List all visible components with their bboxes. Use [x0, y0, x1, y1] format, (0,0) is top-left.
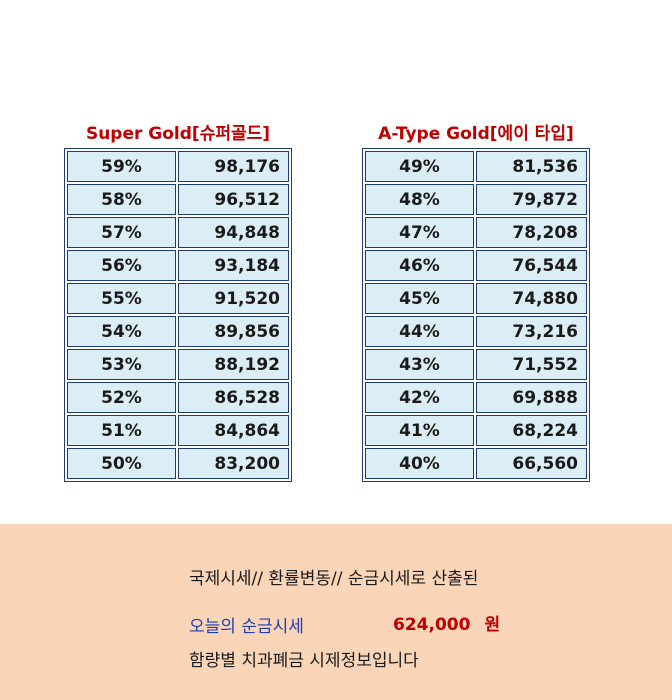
table-row: 47% 78,208 [364, 216, 588, 249]
price-value-cell: 76,544 [475, 250, 587, 281]
price-value-cell: 96,512 [177, 184, 289, 215]
price-value-cell: 93,184 [177, 250, 289, 281]
purity-percent-cell: 40% [365, 448, 474, 479]
purity-percent-cell: 59% [67, 151, 176, 182]
table-row: 40% 66,560 [364, 447, 588, 480]
price-value-cell: 78,208 [475, 217, 587, 248]
price-value-cell: 83,200 [177, 448, 289, 479]
price-value-cell: 79,872 [475, 184, 587, 215]
purity-percent-cell: 44% [365, 316, 474, 347]
table-row: 43% 71,552 [364, 348, 588, 381]
table-row: 45% 74,880 [364, 282, 588, 315]
price-value-cell: 88,192 [177, 349, 289, 380]
price-value-cell: 69,888 [475, 382, 587, 413]
table-row: 59% 98,176 [66, 150, 290, 183]
purity-percent-cell: 52% [67, 382, 176, 413]
price-value-cell: 73,216 [475, 316, 587, 347]
price-unit: 원 [484, 615, 501, 635]
today-gold-price-label: 오늘의 순금시세 [189, 617, 304, 637]
purity-percent-cell: 50% [67, 448, 176, 479]
price-value-cell: 86,528 [177, 382, 289, 413]
price-grid: 59% 98,176 58% 96,512 57% 94,848 56% 93,184 55% 9… [64, 148, 292, 482]
today-gold-price: 624,000 원 [393, 610, 500, 635]
purity-percent-cell: 45% [365, 283, 474, 314]
table-row: 56% 93,184 [66, 249, 290, 282]
super-gold-table: Super Gold[슈퍼골드] 59% 98,176 58% 96,512 57% 94… [64, 120, 292, 482]
table-row: 54% 89,856 [66, 315, 290, 348]
table-title: A-Type Gold[에이 타입] [378, 124, 574, 144]
purity-percent-cell: 51% [67, 415, 176, 446]
price-value-cell: 81,536 [475, 151, 587, 182]
purity-percent-cell: 57% [67, 217, 176, 248]
price-value-cell: 94,848 [177, 217, 289, 248]
table-row: 53% 88,192 [66, 348, 290, 381]
purity-percent-cell: 58% [67, 184, 176, 215]
table-row: 55% 91,520 [66, 282, 290, 315]
price-value-cell: 98,176 [177, 151, 289, 182]
price-value-cell: 89,856 [177, 316, 289, 347]
footer-line-note: 함량별 치과폐금 시제정보입니다 [189, 651, 419, 671]
purity-percent-cell: 47% [365, 217, 474, 248]
price-value-cell: 84,864 [177, 415, 289, 446]
purity-percent-cell: 53% [67, 349, 176, 380]
price-value-cell: 74,880 [475, 283, 587, 314]
price-value-cell: 91,520 [177, 283, 289, 314]
table-row: 44% 73,216 [364, 315, 588, 348]
purity-percent-cell: 43% [365, 349, 474, 380]
purity-percent-cell: 46% [365, 250, 474, 281]
price-value-cell: 71,552 [475, 349, 587, 380]
table-row: 51% 84,864 [66, 414, 290, 447]
purity-percent-cell: 41% [365, 415, 474, 446]
table-row: 41% 68,224 [364, 414, 588, 447]
purity-percent-cell: 49% [365, 151, 474, 182]
table-row: 46% 76,544 [364, 249, 588, 282]
table-row: 58% 96,512 [66, 183, 290, 216]
table-title: Super Gold[슈퍼골드] [85, 124, 271, 144]
footer-line-description: 국제시세// 환률변동// 순금시세로 산출된 [189, 569, 479, 589]
table-row: 57% 94,848 [66, 216, 290, 249]
table-row: 50% 83,200 [66, 447, 290, 480]
table-row: 48% 79,872 [364, 183, 588, 216]
a-type-gold-table: A-Type Gold[에이 타입] 49% 81,536 48% 79,872 47%… [362, 120, 590, 482]
purity-percent-cell: 55% [67, 283, 176, 314]
table-row: 49% 81,536 [364, 150, 588, 183]
price-grid: 49% 81,536 48% 79,872 47% 78,208 46% 76,544 45% 7… [362, 148, 590, 482]
price-value: 624,000 [393, 615, 471, 635]
purity-percent-cell: 56% [67, 250, 176, 281]
footer-info-panel: 국제시세// 환률변동// 순금시세로 산출된 오늘의 순금시세 624,000… [0, 524, 672, 700]
purity-percent-cell: 54% [67, 316, 176, 347]
purity-percent-cell: 48% [365, 184, 474, 215]
table-row: 52% 86,528 [66, 381, 290, 414]
table-row: 42% 69,888 [364, 381, 588, 414]
price-value-cell: 68,224 [475, 415, 587, 446]
price-value-cell: 66,560 [475, 448, 587, 479]
purity-percent-cell: 42% [365, 382, 474, 413]
